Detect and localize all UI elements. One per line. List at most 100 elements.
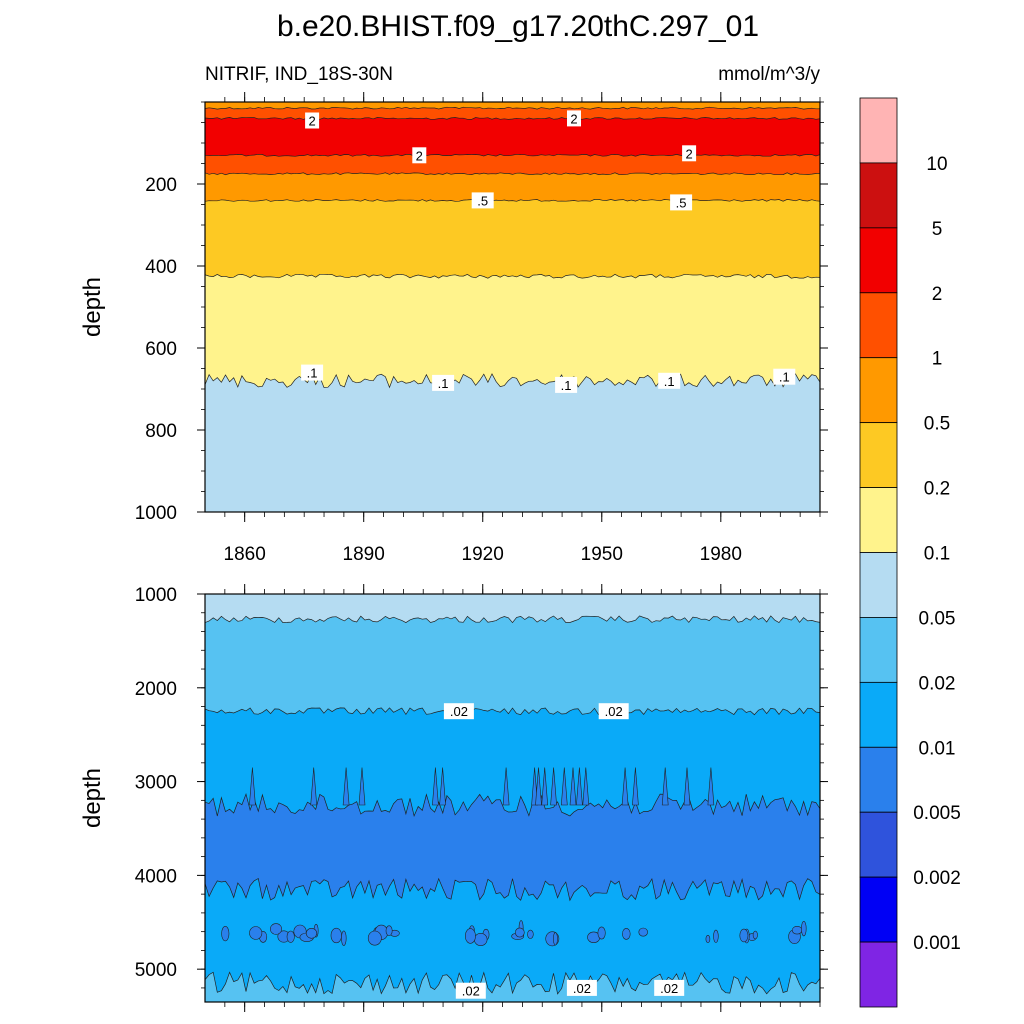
contour-label-box <box>301 364 324 381</box>
colorbar-swatch <box>859 292 898 359</box>
contour-label: 2 <box>416 148 423 163</box>
x-tick-label: 1980 <box>700 544 742 565</box>
colorbar-label: 0.01 <box>919 738 956 759</box>
contour-island <box>221 925 230 942</box>
contour-island <box>713 929 719 943</box>
y-tick-label: 800 <box>145 421 177 442</box>
y-tick-label: 4000 <box>135 866 177 887</box>
contour-spike <box>560 767 568 806</box>
contour-label-box <box>555 376 578 393</box>
contour-label: .1 <box>664 374 675 389</box>
y-tick-label: 200 <box>145 175 177 196</box>
contour-island <box>752 930 758 940</box>
upper-y-axis-label: depth <box>79 277 106 337</box>
contour-band <box>205 373 820 512</box>
contour-island <box>367 930 382 946</box>
contour-spike <box>310 767 318 806</box>
colorbar-label: 2 <box>932 284 943 305</box>
colorbar-label: 0.1 <box>924 544 950 565</box>
contour-spike <box>621 767 629 806</box>
colorbar-swatch <box>859 162 898 229</box>
colorbar-swatch <box>859 617 898 683</box>
contour-label: .5 <box>477 193 488 208</box>
variable-label: NITRIF, IND_18S-30N <box>205 64 393 85</box>
contour-label: .02 <box>450 704 468 719</box>
contour-label: .02 <box>605 704 623 719</box>
contour-label: .02 <box>573 981 591 996</box>
contour-island <box>305 927 318 939</box>
contour-label-box <box>412 147 427 164</box>
contour-label-box <box>654 979 685 996</box>
y-tick-label: 1000 <box>135 585 177 606</box>
colorbar-swatch <box>859 422 898 488</box>
y-tick-label: 1000 <box>135 503 177 524</box>
x-tick-label: 1950 <box>581 544 623 565</box>
contour-label-box <box>566 979 597 996</box>
contour-label-box <box>682 145 697 162</box>
contour-spike <box>707 767 715 806</box>
contour-label: 2 <box>570 111 577 126</box>
colorbar-label: 10 <box>926 154 947 175</box>
colorbar-label: 0.002 <box>913 868 961 889</box>
colorbar-label: 0.02 <box>919 673 956 694</box>
colorbar-swatch <box>859 746 898 813</box>
contour-spike <box>632 767 639 806</box>
contour-island <box>622 928 631 940</box>
contour-island <box>705 934 711 943</box>
contour-spike <box>342 767 350 806</box>
contour-spike <box>535 767 542 806</box>
x-tick-label: 1920 <box>462 544 504 565</box>
units-label: mmol/m^3/y <box>718 64 820 85</box>
x-tick-label: 1890 <box>343 544 385 565</box>
contour-spike <box>661 767 669 806</box>
contour-label-box <box>658 372 681 389</box>
contour-spike <box>432 767 439 806</box>
colorbar-label: 0.005 <box>913 803 961 824</box>
contour-island <box>474 932 488 946</box>
contour-label-box <box>471 192 494 209</box>
contour-label-box <box>432 374 455 391</box>
x-tick-label: 1860 <box>224 544 266 565</box>
contour-island <box>269 923 282 935</box>
contour-island <box>791 925 803 935</box>
contour-island <box>330 927 342 944</box>
contour-spike <box>502 767 510 806</box>
contour-spike <box>541 767 549 806</box>
colorbar-label: 1 <box>932 349 943 370</box>
contour-island <box>739 928 749 943</box>
colorbar-label: 5 <box>932 219 943 240</box>
contour-label: .5 <box>676 195 687 210</box>
colorbar-swatch <box>859 357 898 424</box>
contour-label: .02 <box>462 984 480 999</box>
colorbar-swatch <box>859 552 898 618</box>
contour-island <box>341 930 347 946</box>
lower-plot-frame <box>204 593 821 1003</box>
contour-spike <box>439 767 446 806</box>
contour-label-box <box>443 703 474 720</box>
colorbar-swatch <box>859 941 898 1008</box>
contour-spike <box>249 767 256 806</box>
y-tick-label: 600 <box>145 339 177 360</box>
y-tick-label: 400 <box>145 257 177 278</box>
contour-label-box <box>455 982 486 999</box>
contour-spike <box>358 767 366 806</box>
contour-island <box>801 920 807 937</box>
colorbar: 10 5 2 1 0.5 0.2 0.1 0.05 0.02 0.01 0.005 0.002 0.00… <box>859 97 961 1008</box>
contour-island <box>385 925 393 937</box>
contour-label: .1 <box>307 366 318 381</box>
contour-island <box>464 928 476 944</box>
contour-label-box <box>773 368 796 385</box>
contour-label: 2 <box>685 146 692 161</box>
colorbar-swatch <box>859 681 898 748</box>
contour-label-box <box>670 194 693 211</box>
contour-spike <box>683 767 691 806</box>
colorbar-label: 0.5 <box>924 414 950 435</box>
y-tick-label: 2000 <box>135 679 177 700</box>
contour-label-box <box>567 110 581 127</box>
contour-island <box>553 932 558 946</box>
chart-title: b.e20.BHIST.f09_g17.20thC.297_01 <box>277 10 759 43</box>
contour-spike <box>576 767 583 806</box>
contour-island <box>597 926 606 940</box>
lower-panel: .02 .02 .02 .02 .02 1000 2000 3000 4000 5000 <box>135 584 828 1012</box>
